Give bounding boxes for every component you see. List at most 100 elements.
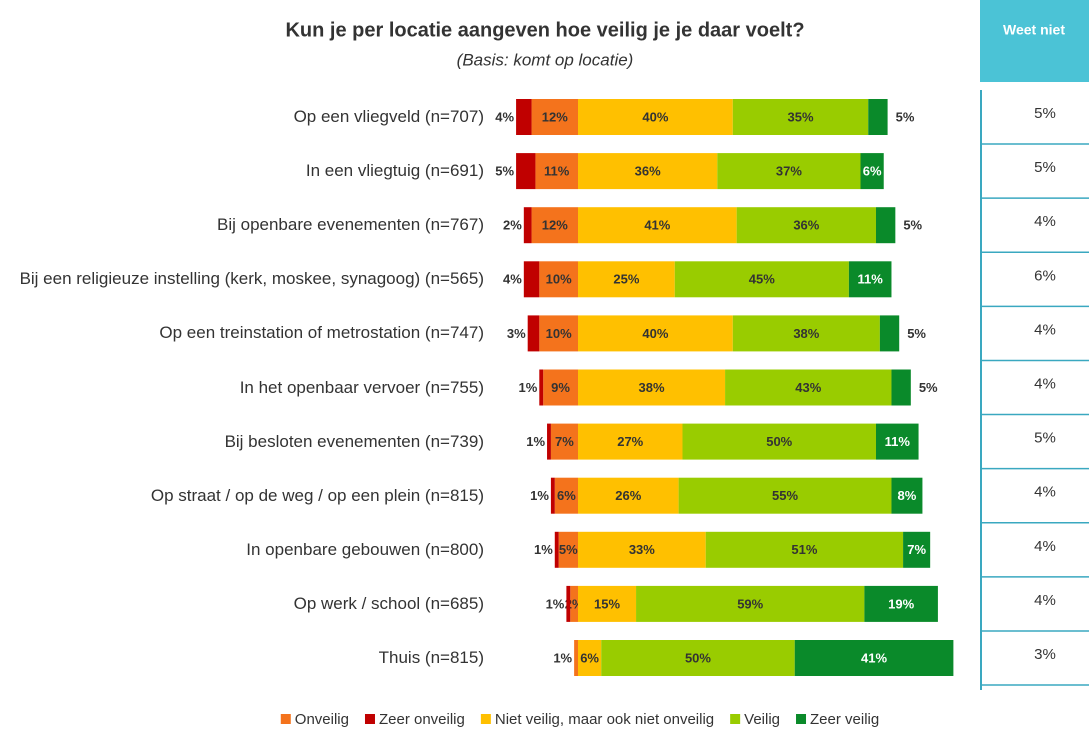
value-label: 37%: [776, 164, 802, 179]
value-label: 41%: [644, 218, 670, 233]
value-label: 2%: [503, 218, 522, 233]
value-label: 12%: [542, 218, 568, 233]
value-label: 10%: [546, 272, 572, 287]
legend-swatch: [730, 714, 741, 724]
category-label: Bij een religieuze instelling (kerk, mos…: [19, 269, 484, 289]
value-label: 33%: [629, 542, 655, 557]
value-label: 8%: [898, 488, 917, 503]
bar-segment: [891, 477, 923, 514]
value-label: 7%: [907, 542, 926, 557]
category-label: In een vliegtuig (n=691): [305, 161, 484, 181]
bar-segment: [717, 153, 861, 190]
value-label: 1%: [546, 596, 565, 611]
category-label: In openbare gebouwen (n=800): [246, 539, 484, 559]
side-value: 5%: [1034, 105, 1056, 122]
value-label: 5%: [896, 109, 915, 124]
value-label: 25%: [613, 272, 639, 287]
value-label: 5%: [495, 164, 514, 179]
side-value: 3%: [1034, 646, 1056, 663]
category-label: Op een treinstation of metrostation (n=7…: [159, 323, 484, 343]
bar-segment: [578, 207, 737, 244]
value-label: 1%: [534, 542, 553, 557]
bar-segment: [875, 423, 919, 460]
value-label: 50%: [766, 434, 792, 449]
legend-swatch: [280, 714, 291, 724]
bar-segment: [578, 369, 726, 406]
bar-segment: [578, 99, 733, 135]
category-label: Thuis (n=815): [378, 648, 484, 667]
value-label: 19%: [888, 596, 914, 611]
category-label: Bij besloten evenementen (n=739): [224, 431, 484, 451]
bar-segment: [570, 585, 578, 622]
value-label: 45%: [749, 272, 775, 287]
value-label: 5%: [559, 542, 578, 557]
bar-segment: [864, 585, 938, 622]
value-label: 4%: [503, 272, 522, 287]
category-label: In het openbaar vervoer (n=755): [239, 377, 484, 397]
bar-segment: [558, 531, 578, 568]
value-label: 1%: [526, 434, 545, 449]
value-label: 10%: [546, 326, 572, 341]
value-label: 40%: [642, 326, 668, 341]
legend-swatch: [480, 714, 491, 724]
value-label: 7%: [555, 434, 574, 449]
value-label: 50%: [685, 650, 711, 665]
value-label: 36%: [635, 164, 661, 179]
value-label: 6%: [863, 164, 882, 179]
bar-segment: [736, 207, 876, 244]
bar-segment: [535, 153, 578, 190]
side-value: 4%: [1034, 538, 1056, 555]
bar-segment: [848, 261, 892, 298]
side-value: 6%: [1034, 267, 1056, 284]
category-label: Op een vliegveld (n=707): [293, 107, 484, 126]
bar-segment: [725, 369, 892, 406]
bar-segment: [678, 477, 892, 514]
value-label: 6%: [580, 650, 599, 665]
value-label: 1%: [553, 650, 572, 665]
bar-segment: [578, 153, 718, 190]
legend-label: Zeer veilig: [810, 711, 879, 728]
bar-segment: [554, 477, 578, 514]
bar-segment: [574, 640, 578, 676]
value-label: 4%: [495, 109, 514, 124]
bar-segment: [554, 531, 559, 568]
side-header: Weet niet: [1003, 22, 1065, 38]
bar-segment: [566, 585, 571, 622]
bar-segment: [636, 585, 865, 622]
side-value: 5%: [1034, 159, 1056, 176]
value-label: 15%: [594, 596, 620, 611]
bar-segment: [539, 369, 544, 406]
bar-segment: [891, 369, 911, 406]
bar-segment: [516, 153, 536, 190]
value-label: 11%: [858, 272, 884, 287]
chart-subtitle: (Basis: komt op locatie): [457, 50, 634, 69]
bar-segment: [543, 369, 578, 406]
side-value: 4%: [1034, 592, 1056, 609]
value-label: 35%: [788, 109, 814, 124]
side-value: 4%: [1034, 484, 1056, 501]
value-label: 5%: [903, 218, 922, 233]
bar-segment: [578, 531, 706, 568]
value-label: 5%: [907, 326, 926, 341]
legend-swatch: [796, 714, 807, 724]
value-label: 26%: [615, 488, 641, 503]
bar-segment: [550, 423, 578, 460]
legend-label: Veilig: [744, 711, 780, 728]
bar-segment: [578, 640, 602, 676]
value-label: 6%: [557, 488, 576, 503]
bar-segment: [794, 640, 954, 676]
value-label: 1%: [530, 488, 549, 503]
bar-segment: [516, 99, 532, 135]
value-label: 43%: [795, 380, 821, 395]
value-label: 12%: [542, 109, 568, 124]
value-label: 3%: [507, 326, 526, 341]
bar-segment: [539, 261, 578, 298]
value-label: 41%: [861, 650, 887, 665]
bar-segment: [523, 207, 532, 244]
category-label: Bij openbare evenementen (n=767): [217, 215, 484, 235]
bar-segment: [868, 99, 888, 135]
bar-segment: [547, 423, 551, 460]
bar-segment: [879, 315, 900, 352]
bar-segment: [578, 261, 675, 298]
